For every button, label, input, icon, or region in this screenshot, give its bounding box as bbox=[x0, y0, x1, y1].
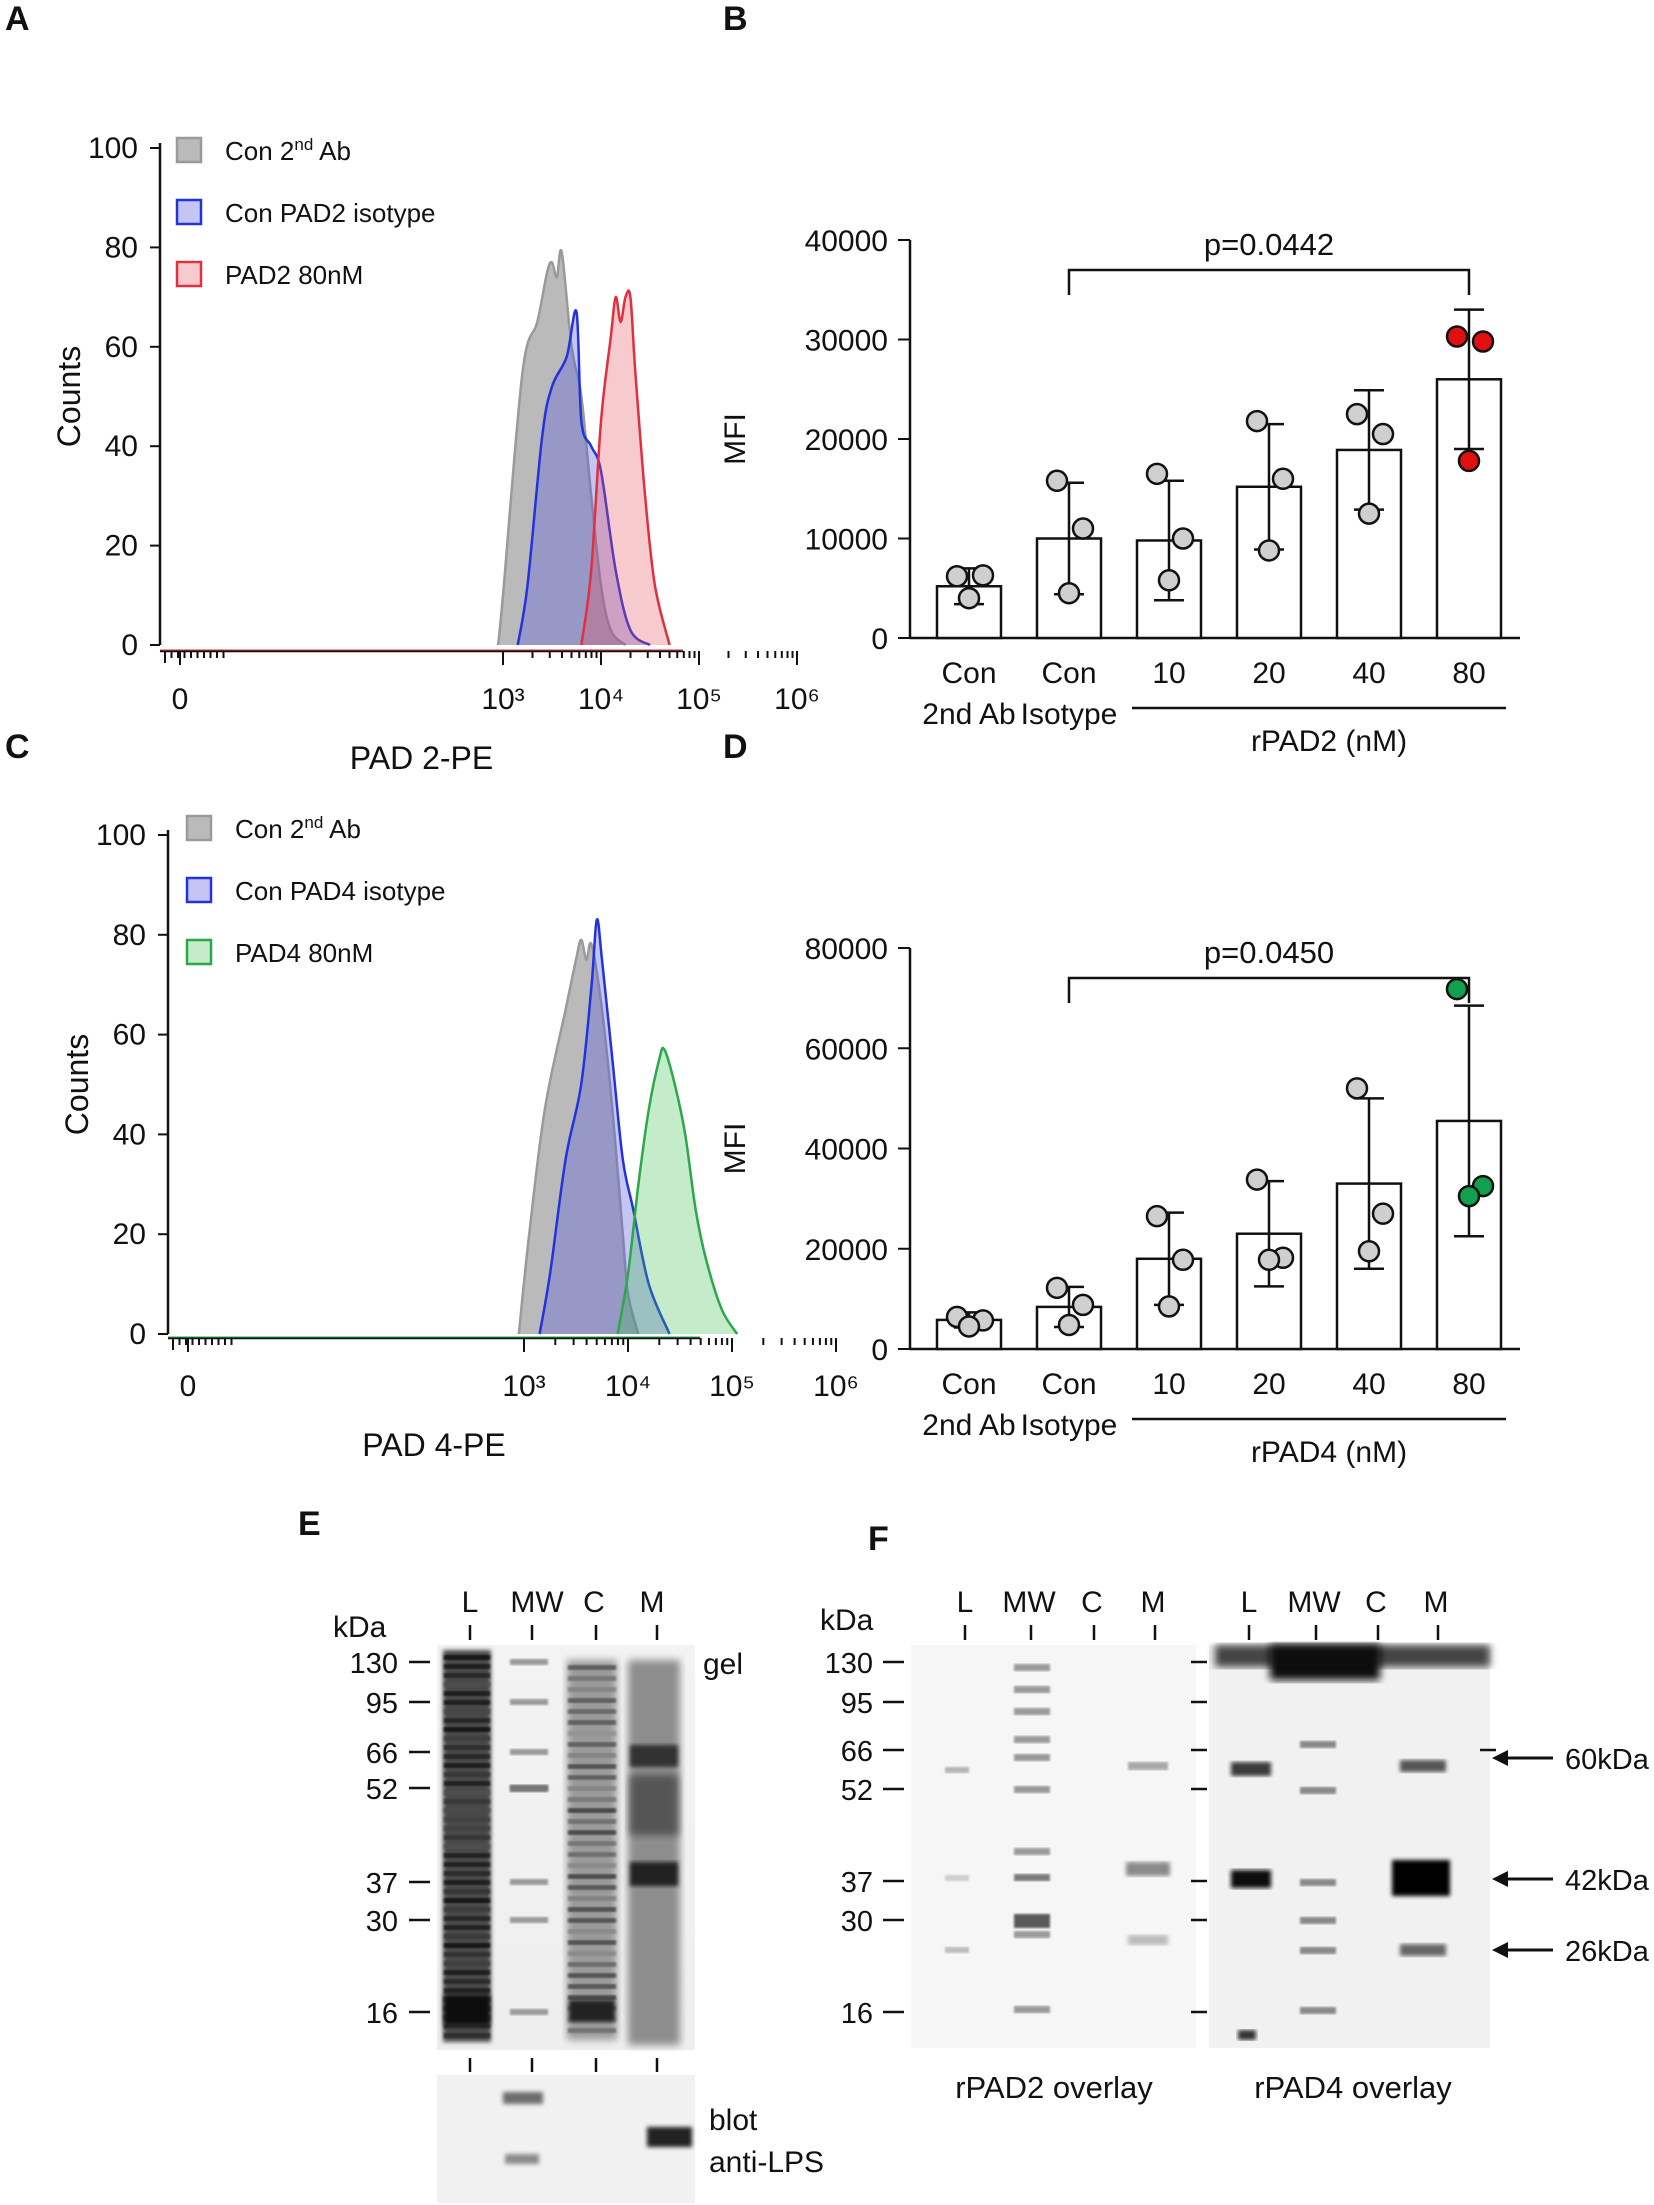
gel-f-left-lane-l: L bbox=[957, 1586, 974, 1619]
gel-f-right-lane-c: C bbox=[1365, 1586, 1387, 1619]
gel-f-marker-label: 30 bbox=[841, 1906, 873, 1938]
gel-f-kda-label: kDa bbox=[820, 1604, 874, 1637]
arrow-60kda: 60kDa bbox=[1492, 1744, 1650, 1776]
rpad2-lane-m-band bbox=[1126, 1862, 1170, 1876]
gel-f-marker-label: 52 bbox=[841, 1775, 873, 1807]
rpad2-lane-mw-band bbox=[1014, 1931, 1050, 1938]
arrow-42kda: 42kDa bbox=[1492, 1865, 1650, 1897]
rpad2-lane-mw-band bbox=[1014, 1914, 1050, 1928]
gel-f-lane-labels-left: L MW C M bbox=[957, 1586, 1166, 1619]
rpad2-lane-mw-band bbox=[1014, 1708, 1050, 1715]
rpad4-lane-mw-band bbox=[1300, 1947, 1336, 1954]
gel-f-left-lane-c: C bbox=[1081, 1586, 1103, 1619]
arrow-26kda: 26kDa bbox=[1492, 1936, 1650, 1968]
overlay-arrows: 60kDa 42kDa 26kDa bbox=[1492, 1744, 1650, 1968]
rpad2-lane-mw-band bbox=[1014, 1736, 1050, 1743]
arrow-label-60kda: 60kDa bbox=[1565, 1744, 1650, 1776]
rpad2-lane-mw-band bbox=[1014, 1664, 1050, 1671]
gel-f-left-lane-m: M bbox=[1141, 1586, 1166, 1619]
rpad2-lane-m-band bbox=[1128, 1762, 1168, 1770]
rpad4-lane-m-band-strong bbox=[1392, 1860, 1450, 1896]
rpad2-lane-mw-band bbox=[1014, 1848, 1050, 1855]
rpad2-lane-mw-band bbox=[1014, 1686, 1050, 1693]
rpad4-top-dark bbox=[1270, 1645, 1380, 1680]
arrow-label-42kda: 42kDa bbox=[1565, 1865, 1650, 1897]
gel-f-right-lane-mw: MW bbox=[1287, 1586, 1341, 1619]
overlay-panel-f: kDa L MW C M L MW C M 130 95 66 52 37 30 16 rP… bbox=[0, 0, 1654, 2205]
rpad4-lane-l-band bbox=[1231, 1870, 1271, 1888]
gel-f-marker-label: 130 bbox=[825, 1648, 873, 1680]
arrow-label-26kda: 26kDa bbox=[1565, 1936, 1650, 1968]
rpad2-lane-l-band bbox=[945, 1947, 969, 1953]
gel-f-marker-label: 37 bbox=[841, 1867, 873, 1899]
overlay-rpad4-image bbox=[1209, 1645, 1490, 2048]
overlay-rpad2-image bbox=[911, 1645, 1196, 2048]
rpad4-lane-m-band bbox=[1400, 1944, 1446, 1956]
rpad4-lane-l-band bbox=[1231, 1762, 1271, 1776]
rpad4-lane-mw-band bbox=[1300, 1879, 1336, 1886]
gel-f-marker-label: 16 bbox=[841, 1998, 873, 2030]
rpad2-lane-l-band bbox=[945, 1875, 969, 1881]
overlay-caption-rpad4: rPAD4 overlay bbox=[1254, 2070, 1452, 2105]
gel-f-marker-label: 95 bbox=[841, 1688, 873, 1720]
gel-f-marker-label: 66 bbox=[841, 1736, 873, 1768]
rpad2-lane-mw-band bbox=[1014, 1874, 1050, 1881]
rpad2-lane-mw-band bbox=[1014, 1754, 1050, 1761]
rpad4-lane-m-band bbox=[1400, 1760, 1446, 1772]
rpad2-lane-m-band bbox=[1128, 1935, 1168, 1945]
rpad2-lane-mw-band bbox=[1014, 2006, 1050, 2013]
rpad4-lane-l-band bbox=[1238, 2030, 1256, 2040]
gel-f-right-lane-m: M bbox=[1424, 1586, 1449, 1619]
rpad4-lane-mw-band bbox=[1300, 1787, 1336, 1794]
overlay-caption-rpad2: rPAD2 overlay bbox=[955, 2070, 1153, 2105]
rpad4-lane-mw-band bbox=[1300, 2007, 1336, 2014]
rpad2-lane-l-band bbox=[945, 1767, 969, 1773]
rpad4-lane-mw-band bbox=[1300, 1741, 1336, 1748]
gel-f-right-lane-l: L bbox=[1241, 1586, 1258, 1619]
rpad4-lane-mw-band bbox=[1300, 1917, 1336, 1924]
gel-f-lane-labels-right: L MW C M bbox=[1241, 1586, 1449, 1619]
gel-f-left-lane-mw: MW bbox=[1002, 1586, 1056, 1619]
rpad2-lane-mw-band bbox=[1014, 1786, 1050, 1793]
